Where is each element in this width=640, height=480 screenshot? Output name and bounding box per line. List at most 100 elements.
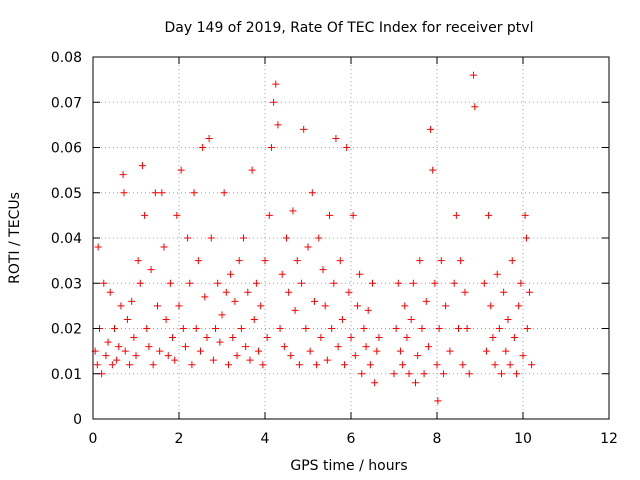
data-point [250, 315, 258, 323]
data-point [280, 343, 288, 351]
data-point [130, 334, 138, 342]
data-point [390, 370, 398, 378]
data-point [362, 343, 370, 351]
data-point [392, 325, 400, 332]
data-point [519, 352, 527, 360]
data-point [409, 279, 417, 287]
data-point [216, 338, 224, 346]
data-point [427, 125, 435, 133]
data-point [235, 257, 243, 265]
data-points [91, 71, 536, 405]
data-point [143, 325, 151, 332]
data-point [184, 234, 192, 242]
data-point [111, 325, 118, 332]
data-point [412, 379, 419, 387]
x-tick-label: 8 [433, 431, 442, 447]
data-point [203, 334, 211, 342]
data-point [261, 257, 269, 265]
chart-title: Day 149 of 2019, Rate Of TEC Index for r… [165, 20, 534, 36]
data-point [504, 315, 512, 323]
data-point [102, 352, 110, 360]
data-point [328, 325, 336, 332]
data-point [214, 279, 222, 287]
data-point [510, 334, 518, 342]
data-point [371, 379, 379, 387]
data-point [491, 361, 499, 369]
data-point [229, 334, 237, 342]
data-point [237, 325, 245, 332]
data-point [302, 325, 310, 332]
data-point [242, 343, 250, 351]
y-tick-label: 0.04 [51, 231, 82, 247]
data-point [224, 361, 232, 369]
data-point [418, 325, 426, 332]
y-tick-label: 0.05 [51, 186, 82, 202]
data-point [461, 288, 469, 296]
data-point [358, 370, 366, 378]
x-tick-label: 12 [600, 431, 618, 447]
data-point [246, 356, 254, 364]
data-point [471, 103, 479, 111]
data-point [523, 325, 531, 332]
data-point [366, 361, 374, 369]
data-point [517, 279, 525, 287]
data-point [345, 288, 353, 296]
data-point [295, 361, 303, 369]
data-point [521, 211, 529, 219]
data-point [93, 361, 101, 369]
data-point [128, 297, 136, 305]
x-tick-label: 10 [514, 431, 532, 447]
data-point [525, 288, 533, 296]
data-point [255, 347, 263, 355]
axis-ticks: 0 2 4 6 8 10 12 0 0.01 0.02 0.03 0.04 0.05 0.06 0.07 0.… [51, 50, 618, 447]
data-point [353, 302, 361, 310]
data-point [132, 352, 140, 360]
data-point [364, 306, 372, 314]
data-point [287, 352, 295, 360]
data-point [151, 189, 159, 197]
data-point [134, 257, 142, 265]
data-point [399, 361, 407, 369]
data-point [181, 343, 189, 351]
data-point [513, 370, 521, 378]
data-point [113, 356, 121, 364]
data-point [414, 352, 422, 360]
data-point [117, 302, 125, 310]
data-point [369, 279, 376, 287]
data-point [263, 334, 271, 342]
data-point [317, 334, 325, 342]
data-point [194, 257, 202, 265]
data-point [121, 347, 129, 355]
y-tick-label: 0.01 [51, 367, 82, 383]
data-point [162, 315, 170, 323]
data-point [407, 315, 415, 323]
data-point [373, 347, 381, 355]
data-point [528, 361, 536, 369]
data-point [465, 370, 473, 378]
data-point [455, 325, 462, 332]
y-tick-label: 0.02 [51, 322, 82, 338]
data-point [106, 288, 114, 296]
data-point [433, 361, 441, 369]
data-point [285, 288, 293, 296]
data-point [115, 343, 123, 351]
data-point [336, 257, 344, 265]
data-point [401, 302, 409, 310]
data-point [120, 189, 128, 197]
data-point [459, 361, 467, 369]
data-point [276, 325, 284, 332]
data-point [310, 297, 318, 305]
data-point [164, 352, 172, 360]
data-point [347, 334, 355, 342]
data-point [108, 361, 116, 369]
data-point [231, 297, 239, 305]
y-tick-label: 0.07 [51, 95, 82, 111]
data-point [179, 325, 187, 332]
data-point [197, 347, 204, 355]
data-point [522, 234, 530, 242]
data-point [396, 347, 404, 355]
data-point [500, 288, 508, 296]
data-point [207, 234, 215, 242]
data-point [141, 211, 149, 219]
data-point [463, 325, 471, 332]
